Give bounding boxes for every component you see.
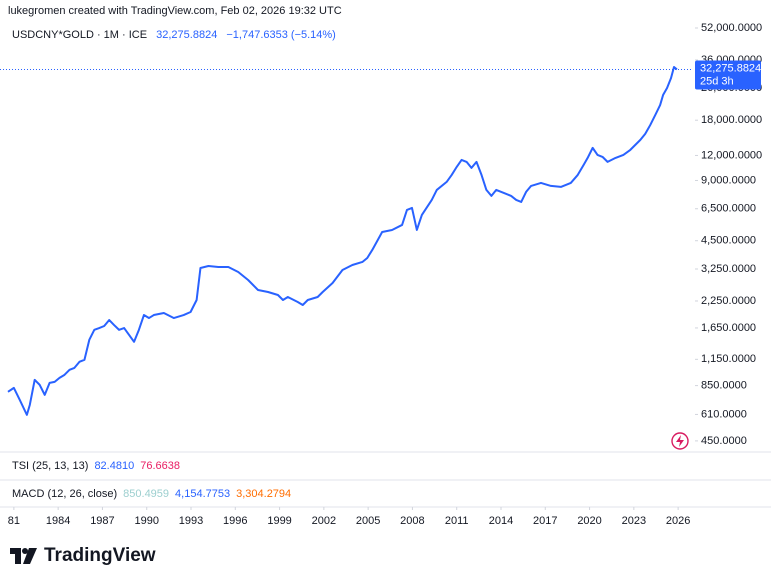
- x-tick-label: 2023: [622, 515, 646, 527]
- y-tick-label: 9,000.0000: [701, 174, 756, 186]
- y-tick-label: 2,250.0000: [701, 295, 756, 307]
- y-tick-label: 1,650.0000: [701, 322, 756, 334]
- y-tick-label: 3,250.0000: [701, 263, 756, 275]
- x-tick-label: 1984: [46, 515, 70, 527]
- x-tick-label: 2002: [312, 515, 336, 527]
- y-tick-label: 1,150.0000: [701, 353, 756, 365]
- indicator-value: 850.4959: [123, 488, 170, 500]
- x-tick-label: 1993: [179, 515, 203, 527]
- x-tick-label: 1987: [90, 515, 114, 527]
- y-tick-label: 850.0000: [701, 380, 747, 392]
- indicator-title: MACD (12, 26, close): [12, 488, 118, 500]
- y-tick-label: 450.0000: [701, 435, 747, 447]
- price-line: [7, 66, 678, 416]
- y-tick-label: 4,500.0000: [701, 235, 756, 247]
- x-tick-label: 2026: [666, 515, 690, 527]
- x-tick-label: 2014: [489, 515, 513, 527]
- x-tick-label: 2005: [356, 515, 380, 527]
- x-tick-label: 81: [8, 515, 20, 527]
- alert-icon: [671, 432, 689, 450]
- brand: TradingView: [10, 545, 156, 567]
- x-tick-label: 2008: [400, 515, 424, 527]
- chart: 52,000.000036,000.000026,000.000018,000.…: [0, 22, 771, 527]
- indicator-value: 82.4810: [94, 460, 135, 472]
- change: −1,747.6353 (−5.14%): [226, 29, 336, 41]
- last-price-label: 32,275.8824: [700, 62, 761, 74]
- x-tick-label: 2020: [577, 515, 601, 527]
- x-tick-label: 2017: [533, 515, 557, 527]
- indicator-legend: MACD (12, 26, close) 850.4959 4,154.7753 3,…: [12, 488, 297, 500]
- indicator-title: TSI (25, 13, 13): [12, 460, 89, 472]
- y-tick-label: 610.0000: [701, 408, 747, 420]
- brand-name: TradingView: [44, 545, 156, 566]
- y-tick-label: 18,000.0000: [701, 114, 762, 126]
- brand-logo: [10, 548, 37, 564]
- y-tick-label: 12,000.0000: [701, 149, 762, 161]
- legend: USDCNY*GOLD · 1M · ICE 32,275.8824 −1,74…: [12, 29, 342, 41]
- last-price-box: [695, 60, 761, 90]
- attribution: lukegromen created with TradingView.com,…: [8, 5, 342, 17]
- symbol-title: USDCNY*GOLD · 1M · ICE: [12, 29, 148, 41]
- countdown: 25d 3h: [700, 75, 734, 87]
- indicator-value: 4,154.7753: [175, 488, 231, 500]
- last-value: 32,275.8824: [156, 29, 218, 41]
- indicator-value: 3,304.2794: [236, 488, 292, 500]
- y-tick-label: 52,000.0000: [701, 22, 762, 34]
- indicator-value: 76.6638: [140, 460, 180, 472]
- x-tick-label: 1996: [223, 515, 247, 527]
- x-tick-label: 2011: [445, 515, 469, 527]
- x-tick-label: 1990: [134, 515, 158, 527]
- x-tick-label: 1999: [267, 515, 291, 527]
- indicator-legend: TSI (25, 13, 13) 82.4810 76.6638: [12, 460, 186, 472]
- y-tick-label: 6,500.0000: [701, 203, 756, 215]
